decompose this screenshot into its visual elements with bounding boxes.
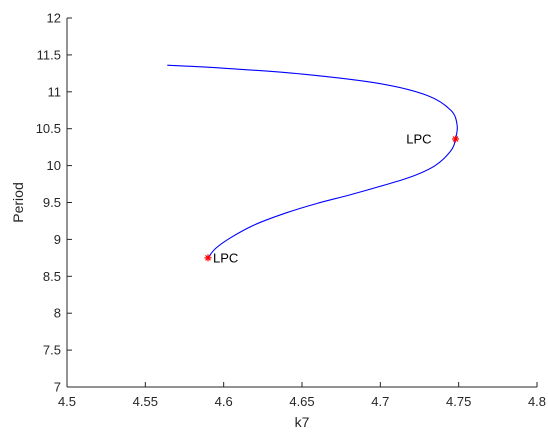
y-tick-label: 9.5 [43,195,61,210]
x-ticks: 4.5 4.55 4.6 4.65 4.7 4.75 4.8 [58,382,546,409]
y-tick-label: 7 [54,380,61,395]
lpc-marker-stroke [452,136,459,142]
lpc-label: LPC [406,132,431,147]
y-tick-label: 11.5 [37,47,61,62]
y-axis-label: Period [10,182,26,222]
y-tick-label: 9 [54,232,61,247]
x-tick-label: 4.8 [528,394,546,409]
y-tick-label: 10.5 [36,121,61,136]
lpc-marker-stroke [205,254,211,261]
x-tick-label: 4.65 [289,394,314,409]
y-tick-label: 11 [48,84,62,99]
x-tick-label: 4.6 [215,394,233,409]
x-tick-label: 4.75 [446,394,471,409]
x-tick-label: 4.5 [58,394,76,409]
lpc-marker [452,135,460,143]
lpc-marker [204,254,212,262]
x-axis-label: k7 [295,414,310,430]
series-line [167,64,458,259]
y-ticks: 7 7.5 8 8.5 9 9.5 10 10.5 11 11.5 12 [36,11,72,395]
y-tick-label: 12 [47,11,61,26]
axes [66,18,537,388]
y-tick-label: 7.5 [43,343,61,358]
y-tick-label: 10 [47,158,61,173]
x-tick-label: 4.7 [371,394,389,409]
series [167,64,458,259]
annotations: LPC LPC [204,132,460,265]
y-tick-label: 8.5 [43,269,61,284]
y-tick-label: 8 [54,306,61,321]
x-tick-label: 4.55 [133,394,158,409]
lpc-label: LPC [213,250,238,265]
